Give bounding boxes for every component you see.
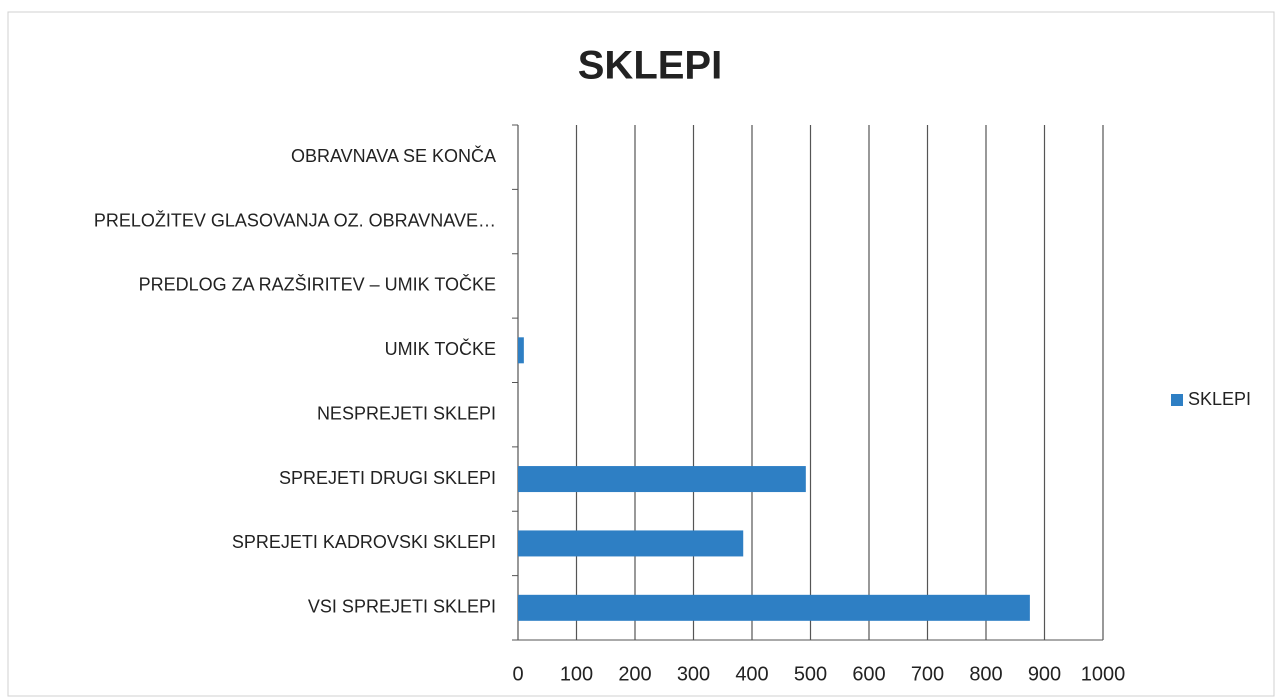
x-tick-label: 300 xyxy=(677,663,710,685)
x-tick-label: 800 xyxy=(969,663,1002,685)
bar xyxy=(518,337,524,364)
chart-border xyxy=(7,11,1275,697)
y-tick-label: OBRAVNAVA SE KONČA xyxy=(291,145,496,166)
y-tick-label: NESPREJETI SKLEPI xyxy=(317,403,496,423)
y-tick-label: UMIK TOČKE xyxy=(385,338,496,359)
legend-label: SKLEPI xyxy=(1188,389,1251,409)
x-tick-label: 1000 xyxy=(1081,663,1126,685)
bar xyxy=(518,530,744,557)
chart-title: SKLEPI xyxy=(578,44,722,88)
y-tick-label: SPREJETI KADROVSKI SKLEPI xyxy=(232,532,496,552)
x-tick-label: 600 xyxy=(852,663,885,685)
y-tick-label: PREDLOG ZA RAZŠIRITEV – UMIK TOČKE xyxy=(139,274,496,295)
x-tick-label: 100 xyxy=(560,663,593,685)
legend-swatch xyxy=(1171,394,1183,406)
x-tick-label: 400 xyxy=(735,663,768,685)
bar xyxy=(518,466,806,493)
x-tick-label: 700 xyxy=(911,663,944,685)
x-tick-label: 200 xyxy=(618,663,651,685)
x-tick-label: 0 xyxy=(512,663,523,685)
x-tick-label: 500 xyxy=(794,663,827,685)
x-tick-label: 900 xyxy=(1028,663,1061,685)
y-tick-label: VSI SPREJETI SKLEPI xyxy=(308,597,496,617)
bar xyxy=(518,594,1030,621)
y-tick-label: SPREJETI DRUGI SKLEPI xyxy=(279,468,496,488)
y-tick-label: PRELOŽITEV GLASOVANJA OZ. OBRAVNAVE… xyxy=(94,210,496,230)
